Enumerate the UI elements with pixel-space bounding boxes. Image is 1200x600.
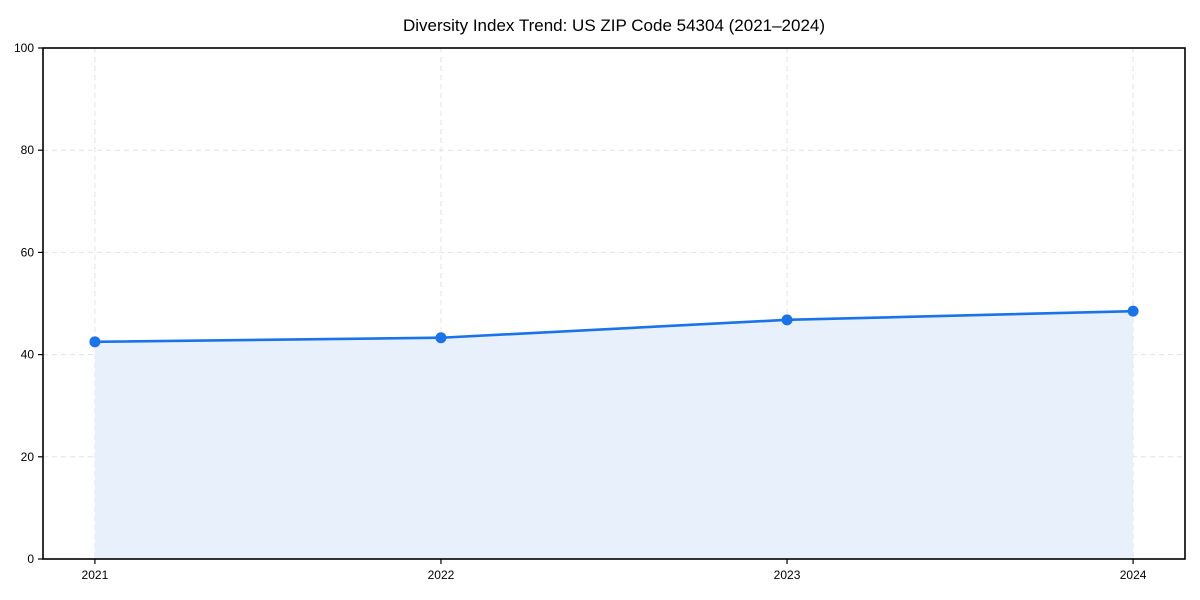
trend-line-layer	[93, 309, 1135, 344]
axes-layer: 2021 2022 2023 2024 0 20 40 60 80 100	[14, 41, 1186, 582]
area-fill-layer	[94, 311, 1134, 559]
plot-border	[42, 47, 1186, 560]
chart-title: Diversity Index Trend: US ZIP Code 54304…	[403, 16, 825, 35]
x-tick-label: 2024	[1120, 568, 1147, 582]
x-tick-label: 2023	[774, 568, 801, 582]
y-tick-label: 20	[21, 450, 35, 464]
trend-line	[93, 309, 1135, 344]
y-tick-label: 80	[21, 143, 35, 157]
y-tick-label: 100	[14, 41, 34, 55]
data-point-marker	[1127, 305, 1139, 317]
data-point-marker	[435, 332, 447, 344]
data-point-layer	[89, 305, 1139, 348]
y-tick-label: 0	[27, 552, 34, 566]
x-tick-label: 2022	[428, 568, 455, 582]
x-tick-label: 2021	[82, 568, 109, 582]
data-point-marker	[781, 314, 793, 326]
data-point-marker	[89, 336, 101, 348]
area-fill	[94, 311, 1134, 559]
y-tick-label: 60	[21, 245, 35, 259]
y-tick-label: 40	[21, 348, 35, 362]
